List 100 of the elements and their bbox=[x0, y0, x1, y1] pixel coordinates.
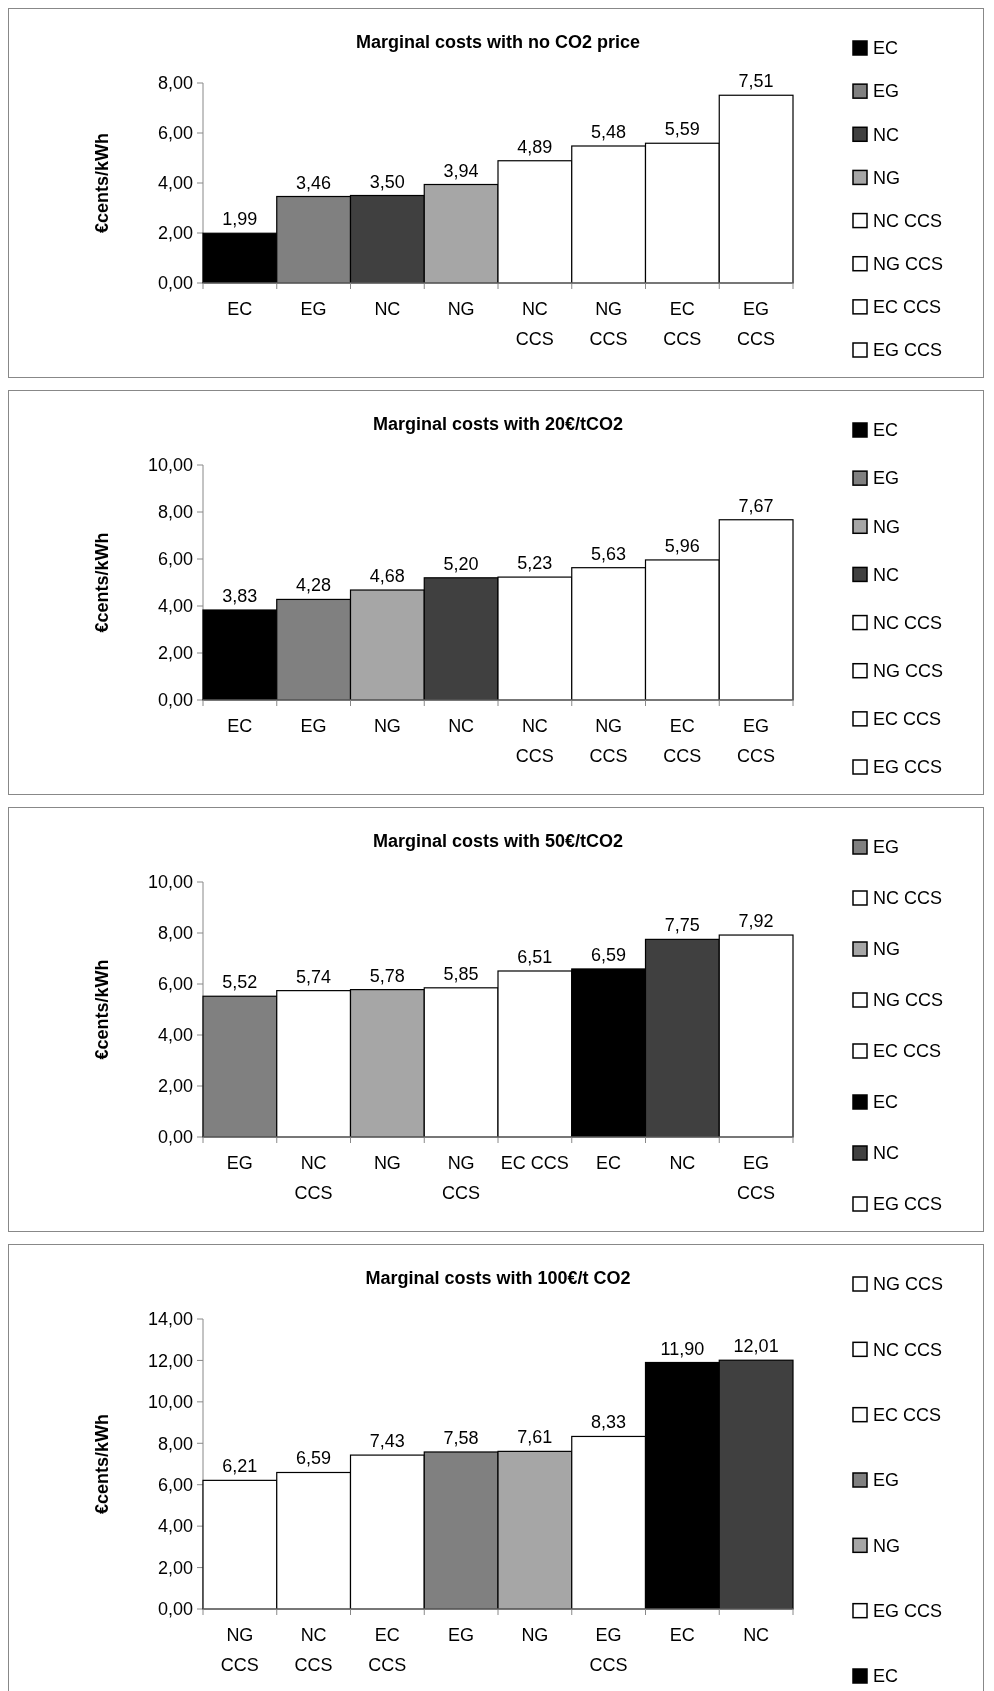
data-label: 3,94 bbox=[443, 160, 479, 181]
y-tick-label: 6,00 bbox=[157, 1475, 193, 1496]
data-label: 5,52 bbox=[222, 972, 258, 993]
legend-label: EG CCS bbox=[873, 1600, 943, 1621]
data-label: 7,51 bbox=[738, 71, 774, 92]
chart-title: Marginal costs with 50€/tCO2 bbox=[372, 831, 624, 851]
x-tick-label: NG CCS bbox=[589, 716, 628, 766]
y-tick-label: 4,00 bbox=[157, 596, 193, 617]
x-tick-label: NG CCS bbox=[442, 1153, 481, 1203]
y-tick-label: 8,00 bbox=[157, 1433, 193, 1454]
y-tick-label: 10,00 bbox=[147, 1392, 193, 1413]
data-label: 1,99 bbox=[222, 209, 258, 230]
y-tick-label: 2,00 bbox=[157, 1557, 193, 1578]
x-tick-label: EG CCS bbox=[737, 1153, 776, 1203]
data-label: 4,28 bbox=[296, 575, 332, 596]
data-label: 12,01 bbox=[733, 1336, 779, 1357]
x-tick-label: NC bbox=[669, 1153, 696, 1173]
data-label: 3,50 bbox=[369, 171, 405, 192]
x-tick-label: NG bbox=[373, 716, 401, 736]
data-label: 5,23 bbox=[517, 553, 553, 574]
data-label: 5,59 bbox=[664, 119, 700, 140]
x-tick-label: EC CCS bbox=[663, 716, 702, 766]
data-label: 3,83 bbox=[222, 585, 258, 606]
legend-label: EG bbox=[873, 837, 900, 858]
y-tick-label: 4,00 bbox=[157, 1025, 193, 1046]
legend-label: NG CCS bbox=[873, 990, 944, 1011]
chart-title: Marginal costs with 20€/tCO2 bbox=[372, 414, 624, 434]
legend-label: NC CCS bbox=[873, 612, 943, 633]
legend-label: NG bbox=[873, 167, 900, 188]
legend-label: EC bbox=[873, 420, 899, 441]
y-tick-label: 8,00 bbox=[157, 73, 193, 94]
legend-label: NC CCS bbox=[873, 210, 943, 231]
data-label: 7,75 bbox=[664, 915, 700, 936]
data-label: 4,89 bbox=[517, 136, 553, 157]
legend-label: EC bbox=[873, 38, 899, 59]
data-label: 11,90 bbox=[660, 1338, 705, 1359]
y-tick-label: 10,00 bbox=[147, 872, 193, 893]
x-tick-label: EC CCS bbox=[500, 1153, 569, 1173]
x-tick-label: NC bbox=[448, 716, 475, 736]
y-tick-label: 12,00 bbox=[147, 1350, 193, 1371]
x-tick-label: NG CCS bbox=[220, 1625, 259, 1675]
x-tick-label: NG bbox=[447, 299, 475, 319]
x-tick-label: EC bbox=[596, 1153, 622, 1173]
x-tick-label: EG bbox=[300, 716, 327, 736]
y-axis-title: €cents/kWh bbox=[92, 532, 112, 633]
chart-title: Marginal costs with 100€/t CO2 bbox=[365, 1268, 631, 1288]
legend-label: NC bbox=[873, 564, 899, 585]
y-tick-label: 2,00 bbox=[157, 223, 193, 244]
legend-label: NG bbox=[873, 1535, 900, 1556]
x-tick-label: EG CCS bbox=[589, 1625, 628, 1675]
y-tick-label: 2,00 bbox=[157, 1076, 193, 1097]
data-label: 7,92 bbox=[738, 911, 774, 932]
legend-label: EG bbox=[873, 468, 900, 489]
legend-label: EC CCS bbox=[873, 1404, 942, 1425]
y-tick-label: 0,00 bbox=[157, 1599, 193, 1620]
data-label: 5,48 bbox=[591, 122, 627, 142]
y-tick-label: 0,00 bbox=[157, 273, 193, 294]
legend-label: NG CCS bbox=[873, 254, 944, 275]
x-tick-label: EC bbox=[227, 716, 253, 736]
x-tick-label: NC bbox=[743, 1625, 770, 1645]
x-tick-label: NC bbox=[374, 299, 401, 319]
y-tick-label: 14,00 bbox=[147, 1309, 193, 1330]
y-tick-label: 2,00 bbox=[157, 643, 193, 664]
x-tick-label: EG CCS bbox=[737, 299, 776, 349]
data-label: 3,46 bbox=[296, 172, 332, 193]
x-tick-label: NG bbox=[373, 1153, 401, 1173]
legend-label: NG CCS bbox=[873, 1274, 944, 1295]
x-tick-label: EG bbox=[448, 1625, 475, 1645]
y-tick-label: 6,00 bbox=[157, 974, 193, 995]
y-tick-label: 8,00 bbox=[157, 923, 193, 944]
legend-label: EC CCS bbox=[873, 1041, 942, 1062]
data-label: 7,67 bbox=[738, 495, 774, 516]
legend-label: NC CCS bbox=[873, 1339, 943, 1360]
legend-label: EG bbox=[873, 1470, 900, 1491]
y-tick-label: 6,00 bbox=[157, 123, 193, 144]
legend-label: NC bbox=[873, 124, 899, 145]
data-label: 5,20 bbox=[443, 553, 479, 574]
x-tick-label: EC CCS bbox=[368, 1625, 407, 1675]
y-tick-label: 0,00 bbox=[157, 1127, 193, 1148]
x-tick-label: NC CCS bbox=[294, 1153, 333, 1203]
y-tick-label: 4,00 bbox=[157, 173, 193, 194]
x-tick-label: EC bbox=[227, 299, 253, 319]
data-label: 6,21 bbox=[222, 1456, 258, 1477]
x-tick-label: EG CCS bbox=[737, 716, 776, 766]
data-label: 6,59 bbox=[296, 1448, 332, 1469]
data-label: 4,68 bbox=[369, 566, 405, 587]
legend-label: NC CCS bbox=[873, 888, 943, 909]
x-tick-label: NC CCS bbox=[294, 1625, 333, 1675]
y-tick-label: 4,00 bbox=[157, 1516, 193, 1537]
data-label: 7,58 bbox=[443, 1427, 479, 1448]
data-label: 5,96 bbox=[664, 535, 700, 556]
x-tick-label: NG CCS bbox=[589, 299, 628, 349]
data-label: 5,74 bbox=[296, 966, 332, 987]
y-tick-label: 8,00 bbox=[157, 502, 193, 523]
data-label: 5,63 bbox=[591, 543, 627, 564]
x-tick-label: EG bbox=[226, 1153, 253, 1173]
data-label: 5,78 bbox=[369, 965, 405, 986]
legend-label: EC bbox=[873, 1092, 899, 1113]
x-tick-label: EC CCS bbox=[663, 299, 702, 349]
data-label: 7,43 bbox=[369, 1431, 405, 1452]
